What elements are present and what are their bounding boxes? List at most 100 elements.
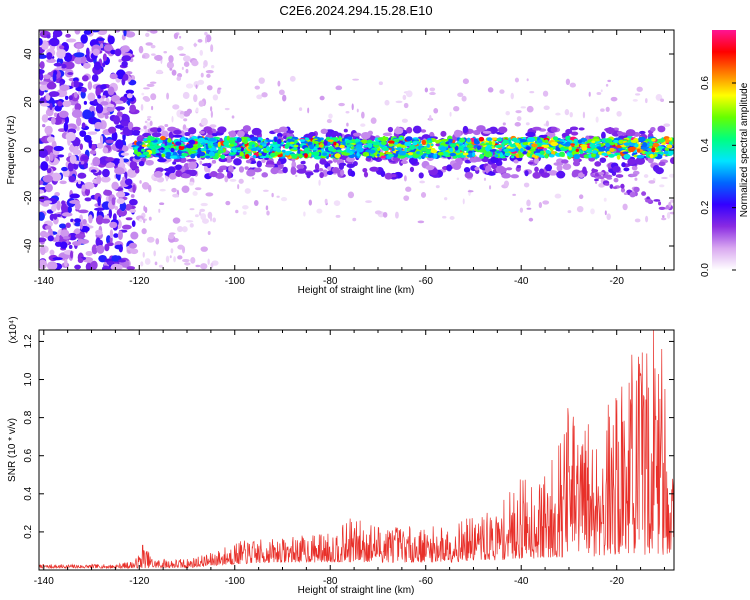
spectrogram-cell <box>449 143 457 148</box>
snr-x-tick-label: -40 <box>514 576 529 587</box>
spectrogram-cell <box>99 43 104 49</box>
spectrogram-cell <box>630 139 639 143</box>
spectrogram-cell <box>665 138 670 144</box>
spectrogram-cell <box>519 139 527 143</box>
spectrogram-cell <box>114 100 124 105</box>
spectrogram-cell <box>53 213 58 220</box>
spectrogram-cell <box>151 105 154 111</box>
spectrogram-cell <box>669 211 674 215</box>
spectrogram-cell <box>114 30 121 33</box>
spectrogram-cell <box>426 140 433 144</box>
spectrogram-cell <box>497 167 507 173</box>
spectrogram-cell <box>378 81 383 86</box>
spectrogram-cell <box>661 217 667 221</box>
spectrogram-cell <box>662 214 665 218</box>
spectrogram-cell <box>92 48 100 56</box>
spectrogram-cell <box>67 161 75 172</box>
spectrogram-cell <box>75 126 80 131</box>
spectrogram-cell <box>131 126 141 131</box>
spectrogram-cell <box>292 146 298 150</box>
spectrogram-cell <box>636 154 645 159</box>
spectrogram-cell <box>501 141 505 148</box>
spectrogram-cell <box>570 131 579 136</box>
spectrogram-cell <box>139 154 146 158</box>
spectrogram-cell <box>177 225 184 233</box>
spectrogram-cell <box>555 112 561 116</box>
spectrogram-cell <box>74 264 81 270</box>
spectrogram-cell <box>405 186 412 192</box>
spectrogram-cell <box>573 153 581 160</box>
spectrogram-cell <box>409 166 415 173</box>
spectrogram-heatmap <box>39 30 674 270</box>
spectrogram-cell <box>117 259 127 263</box>
spectrogram-cell <box>346 156 356 163</box>
spectrogram-cell <box>287 139 295 143</box>
spectrogram-cell <box>657 151 664 155</box>
spectrogram-cell <box>545 120 549 127</box>
spectrogram-cell <box>463 147 468 151</box>
spectrogram-cell <box>54 105 62 112</box>
snr-y-tick-label: 0.4 <box>23 486 34 500</box>
spectrogram-cell <box>163 51 168 54</box>
spectrogram-cell <box>384 99 390 106</box>
spectrogram-cell <box>93 98 99 105</box>
spectrogram-cell <box>233 158 242 166</box>
spectrogram-cell <box>140 104 144 111</box>
spectrogram-cell <box>550 141 559 147</box>
spectrogram-cell <box>424 87 429 93</box>
spectrogram-cell <box>141 144 147 148</box>
snr-y-tick-label: 0.8 <box>23 410 34 424</box>
spectrogram-cell <box>566 152 570 157</box>
spectrogram-cell <box>640 146 649 150</box>
spectrogram-cell <box>172 134 183 138</box>
spectrogram-cell <box>39 68 45 75</box>
spectrogram-cell <box>391 174 397 178</box>
spectrogram-cell <box>341 138 345 142</box>
spectrogram-cell <box>62 100 72 108</box>
spectrogram-cell <box>114 48 122 57</box>
spectrogram-cell <box>304 137 310 141</box>
spectrogram-cell <box>104 243 110 252</box>
spectrogram-cell <box>83 100 88 105</box>
spectrogram-cell <box>207 143 211 147</box>
spectrogram-cell <box>319 159 328 165</box>
spectrogram-cell <box>74 202 81 210</box>
spectrogram-cell <box>202 218 210 224</box>
spectrogram-cell <box>148 216 152 221</box>
spectrogram-cell <box>53 112 58 118</box>
spectrogram-cell <box>97 30 108 36</box>
spectrogram-cell <box>77 180 81 185</box>
spectrogram-cell <box>516 164 522 169</box>
spectrogram-cell <box>335 85 343 91</box>
spectrogram-cell <box>587 148 593 154</box>
spectrogram-cell <box>476 145 482 151</box>
spectrogram-cell <box>43 200 53 204</box>
spectrogram-cell <box>74 103 82 111</box>
spectrogram-cell <box>126 168 137 178</box>
spectrogram-cell <box>254 85 260 90</box>
spectrogram-cell <box>228 139 236 145</box>
spectrogram-cell <box>539 150 545 155</box>
spectrogram-cell <box>604 210 607 216</box>
spectrogram-cell <box>613 139 619 144</box>
spectrogram-cell <box>568 146 572 151</box>
spectrogram-cell <box>197 38 203 43</box>
spectrogram-cell <box>145 32 150 38</box>
spectrogram-cell <box>591 169 599 173</box>
spectrogram-cell <box>406 126 413 134</box>
spectrogram-cell <box>193 94 198 103</box>
spectrogram-cell <box>291 158 296 162</box>
spectrogram-cell <box>183 61 190 67</box>
spectrogram-cell <box>496 150 501 154</box>
spectrogram-cell <box>243 138 248 145</box>
spectrogram-cell <box>198 100 205 107</box>
spectrogram-cell <box>498 126 508 134</box>
spectrogram-y-tick-label: 20 <box>23 96 34 108</box>
spectrogram-cell <box>39 189 45 194</box>
spectrogram-cell <box>528 217 534 222</box>
spectrogram-cell <box>73 52 85 58</box>
spectrogram-cell <box>532 171 541 179</box>
spectrogram-cell <box>509 144 517 148</box>
snr-frame <box>38 329 675 571</box>
spectrogram-cell <box>538 202 543 209</box>
